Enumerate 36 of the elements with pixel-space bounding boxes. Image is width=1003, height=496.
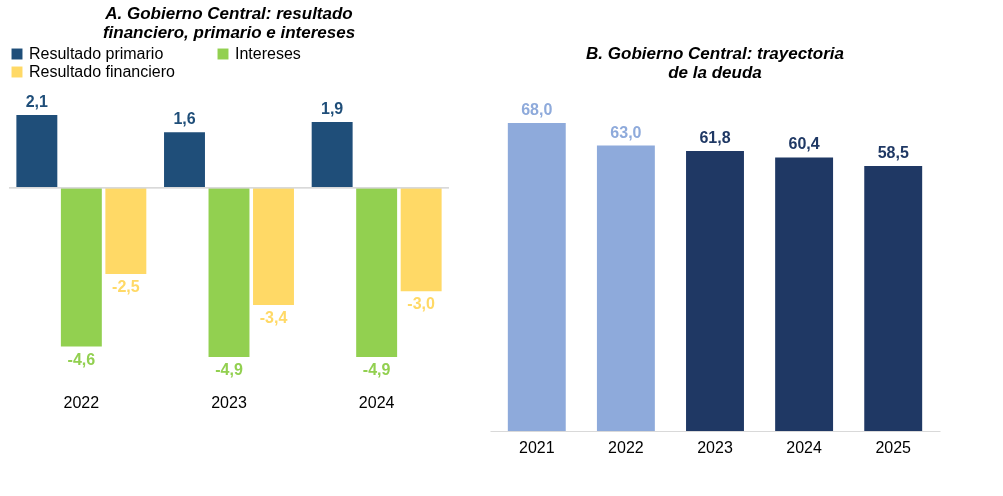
data-label: 1,9 — [321, 99, 344, 117]
chart-title: B. Gobierno Central: trayectoria de la deuda — [586, 44, 844, 82]
x-tick-label: 2023 — [697, 438, 733, 456]
data-label: 2,1 — [25, 93, 49, 111]
x-tick-label: 2024 — [358, 393, 395, 411]
data-label: 61,8 — [699, 129, 731, 147]
data-label: 1,6 — [173, 110, 196, 128]
x-tick-label: 2021 — [518, 438, 555, 456]
data-label: -3,0 — [407, 295, 436, 313]
data-label: -4,9 — [362, 360, 391, 378]
data-label: 63,0 — [610, 123, 642, 141]
bar — [311, 121, 353, 188]
chart-title: A. Gobierno Central: resultado financiero, primario e intereses — [102, 4, 356, 42]
legend-label: Intereses — [235, 45, 301, 62]
data-label: -3,4 — [259, 309, 288, 327]
bar — [253, 187, 294, 306]
bar — [164, 132, 205, 188]
bar — [356, 187, 398, 357]
x-tick-label: 2022 — [63, 393, 100, 411]
bar — [16, 115, 58, 188]
x-tick-label: 2022 — [608, 438, 644, 456]
legend-label: Resultado financiero — [29, 63, 175, 80]
data-label: -2,5 — [112, 278, 140, 296]
bar — [105, 187, 147, 275]
x-tick-label: 2024 — [786, 438, 823, 456]
data-label: 60,4 — [788, 135, 820, 153]
x-tick-label: 2023 — [211, 393, 247, 411]
data-label: 68,0 — [521, 100, 553, 118]
data-label: -4,9 — [215, 360, 243, 378]
bar — [400, 187, 442, 292]
data-label: 58,5 — [877, 144, 909, 161]
bar — [60, 187, 102, 347]
legend-label: Resultado primario — [29, 45, 164, 62]
data-label: -4,6 — [67, 350, 96, 368]
x-tick-label: 2025 — [875, 438, 912, 456]
bar — [208, 187, 250, 357]
